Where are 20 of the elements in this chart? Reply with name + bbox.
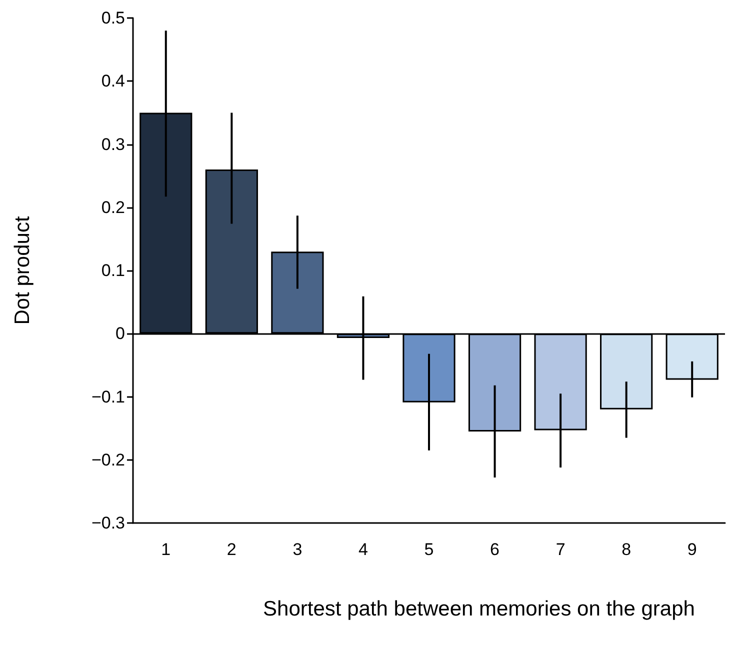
y-axis-title: Dot product	[11, 216, 34, 325]
x-tick-label: 5	[424, 540, 434, 559]
x-tick-label: 6	[490, 540, 500, 559]
y-tick-label: 0.1	[101, 261, 125, 280]
y-tick-label: 0	[116, 324, 125, 344]
y-tick-label: 0.2	[101, 198, 125, 217]
y-tick-label: −0.1	[91, 387, 125, 406]
x-axis-title: Shortest path between memories on the graph	[263, 598, 695, 620]
y-tick-label: −0.3	[91, 514, 125, 532]
x-tick-label: 4	[358, 540, 368, 559]
y-tick-label: 0.4	[101, 72, 125, 91]
x-tick-label: 2	[226, 540, 236, 559]
x-tick-label: 3	[292, 540, 302, 559]
x-tick-label: 1	[161, 540, 171, 559]
y-tick-label: 0.3	[101, 134, 125, 154]
y-tick-label: −0.2	[91, 450, 125, 470]
x-tick-label: 9	[687, 540, 697, 559]
y-tick-label: 0.5	[101, 8, 125, 28]
x-tick-label: 7	[556, 540, 566, 559]
x-tick-label: 8	[622, 540, 632, 559]
